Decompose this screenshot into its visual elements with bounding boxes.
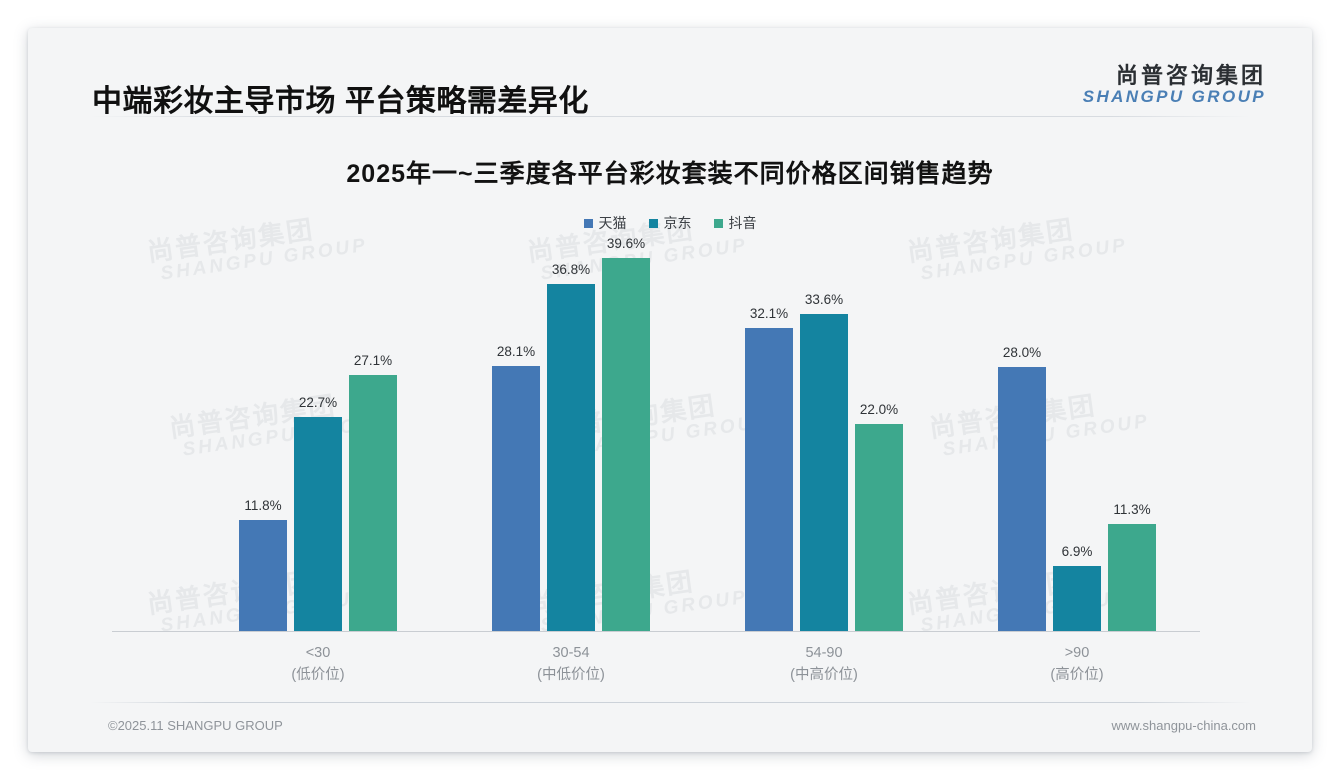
footer-website: www.shangpu-china.com [1111,718,1256,733]
bar-天猫-54-90[interactable]: 32.1% [745,306,793,631]
x-axis-label-main: >90 [1064,645,1090,661]
bar-value-label: 36.8% [551,261,591,277]
x-axis-label-30-54: 30-54 (中低价位) [537,642,605,687]
bar-rect [800,314,848,631]
bar-天猫-30-54[interactable]: 28.1% [492,344,540,631]
footer-copyright: ©2025.11 SHANGPU GROUP [108,718,283,733]
bar-value-label: 28.0% [1002,344,1042,360]
x-axis-line [112,631,1200,632]
bar-value-label: 32.1% [749,306,789,322]
bar-抖音-30-54[interactable]: 39.6% [602,236,650,631]
bar-rect [1108,524,1156,631]
bar-抖音-54-90[interactable]: 22.0% [855,402,903,631]
legend-label: 京东 [663,215,692,231]
chart-title: 2025年一~三季度各平台彩妆套装不同价格区间销售趋势 [346,160,994,188]
x-axis-label-main: <30 [305,645,331,661]
legend-item-天猫[interactable]: 天猫 [583,213,627,233]
bar-value-label: 22.7% [298,394,338,410]
x-axis-label->90: >90 (高价位) [1050,642,1103,687]
legend-label: 天猫 [598,215,627,231]
bar-京东-30-54[interactable]: 36.8% [547,262,595,631]
footer-divider [90,702,1250,703]
legend-item-京东[interactable]: 京东 [648,213,692,233]
x-axis-label-main: 30-54 [552,645,590,661]
logo-text-en: SHANGPU GROUP [1082,87,1266,107]
bar-value-label: 28.1% [496,343,536,359]
x-axis-label-54-90: 54-90 (中高价位) [790,642,858,687]
bar-rect [239,519,287,631]
bar-rect [745,328,793,631]
legend-swatch-icon [713,218,723,228]
bar-rect [855,423,903,631]
bar-value-label: 11.8% [244,497,282,513]
legend-swatch-icon [583,218,593,228]
page-title: 中端彩妆主导市场 平台策略需差异化 [92,85,589,118]
bar-rect [602,257,650,631]
bar-抖音->90[interactable]: 11.3% [1108,502,1156,631]
bar-value-label: 27.1% [353,353,393,369]
legend-label: 抖音 [728,215,757,231]
bar-rect [349,375,397,631]
x-axis-label-sub: (高价位) [1050,667,1104,684]
company-logo: 尚普咨询集团 SHANGPU GROUP [1083,64,1266,106]
bar-京东-<30[interactable]: 22.7% [294,395,342,631]
bar-抖音-<30[interactable]: 27.1% [349,353,397,631]
bar-value-label: 22.0% [859,401,899,417]
bar-value-label: 11.3% [1113,502,1151,518]
bar-rect [294,416,342,631]
x-axis-label-<30: <30 (低价位) [291,642,344,687]
header-divider [90,116,1250,117]
x-axis-label-sub: (低价位) [291,667,345,684]
bar-rect [1053,565,1101,631]
bar-rect [492,365,540,631]
bar-value-label: 6.9% [1061,543,1093,559]
x-axis-label-sub: (中低价位) [537,667,605,684]
legend-item-抖音[interactable]: 抖音 [713,213,757,233]
bar-rect [998,366,1046,631]
slide-header: 中端彩妆主导市场 平台策略需差异化 尚普咨询集团 SHANGPU GROUP [28,28,1312,118]
bar-rect [547,283,595,631]
x-axis-label-main: 54-90 [805,645,843,661]
bar-value-label: 39.6% [606,235,646,251]
bar-京东-54-90[interactable]: 33.6% [800,292,848,631]
bar-天猫->90[interactable]: 28.0% [998,345,1046,631]
x-axis-label-sub: (中高价位) [790,667,858,684]
logo-text-cn: 尚普咨询集团 [1115,63,1266,88]
bar-京东->90[interactable]: 6.9% [1053,544,1101,631]
slide-canvas: 尚普咨询集团 SHANGPU GROUP 尚普咨询集团 SHANGPU GROUP 尚普… [28,28,1312,752]
legend-swatch-icon [648,218,658,228]
bar-value-label: 33.6% [804,292,844,308]
chart-legend: 天猫 京东 抖音 [28,213,1312,233]
chart-plot-area: 11.8% 22.7% 27.1% <30 (低价位) 28.1% 36.8% 39.6% 30… [28,28,1312,752]
bar-天猫-<30[interactable]: 11.8% [239,498,287,631]
